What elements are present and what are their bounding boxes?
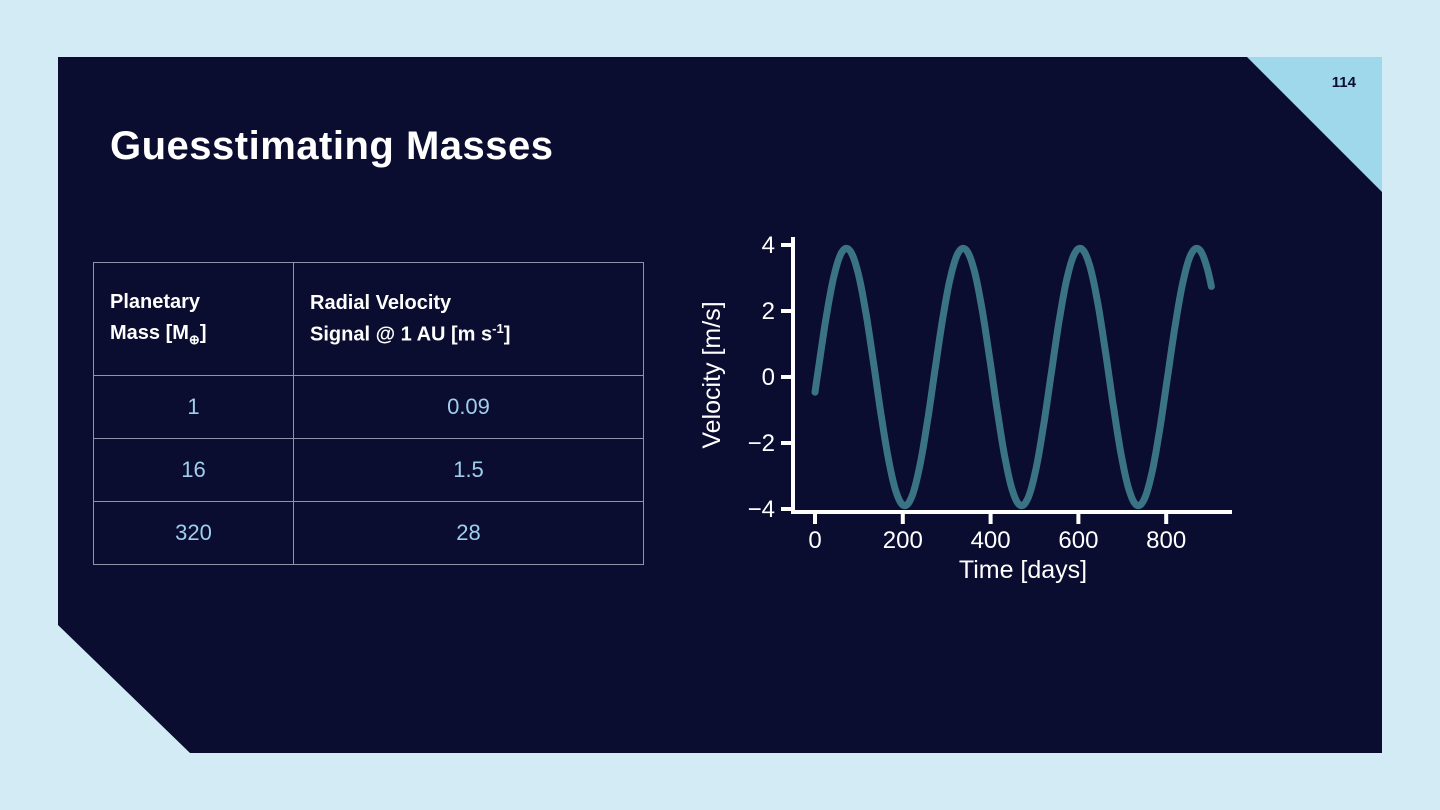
y-tick-label: −2 [748, 430, 775, 457]
y-tick-label: 4 [762, 232, 775, 259]
y-axis-title: Velocity [m/s] [698, 301, 726, 448]
earth-symbol: ⊕ [188, 332, 200, 348]
mass-value: 16 [93, 438, 294, 502]
page-number: 114 [1331, 74, 1356, 91]
exponent-minus-one: -1 [492, 320, 504, 336]
table-header-row: Planetary Mass [M⊕] Radial Velocity Sign… [93, 262, 644, 376]
slide-title: Guesstimating Masses [110, 123, 554, 168]
slide-wrapper: Guesstimating Masses Planetary Mass [M⊕]… [58, 57, 1382, 753]
x-tick-label: 800 [1146, 527, 1186, 554]
masses-table: Planetary Mass [M⊕] Radial Velocity Sign… [93, 262, 644, 565]
table-row: 320 28 [93, 501, 644, 565]
x-axis-title: Time [days] [959, 556, 1087, 584]
mass-value: 1 [93, 375, 294, 439]
signal-value: 0.09 [293, 375, 644, 439]
rv-chart-svg: 0 200 400 600 800 4 2 0 −2 −4 Time [days] Velocity … [698, 232, 1232, 584]
rv-curve [811, 244, 1215, 510]
y-tick-label: 0 [762, 364, 775, 391]
table-header-planetary-mass: Planetary Mass [M⊕] [93, 262, 294, 376]
x-tick-label: 600 [1058, 527, 1098, 554]
slide: Guesstimating Masses Planetary Mass [M⊕]… [58, 57, 1382, 753]
signal-value: 28 [293, 501, 644, 565]
y-tick-label: 2 [762, 298, 775, 325]
table-row: 1 0.09 [93, 375, 644, 439]
header-mass-line2: Mass [M [110, 322, 189, 345]
y-tick-label: −4 [748, 496, 775, 523]
signal-value: 1.5 [293, 438, 644, 502]
header-mass-line1: Planetary [110, 291, 201, 314]
header-signal-line2-close: ] [503, 323, 511, 346]
mass-value: 320 [93, 501, 294, 565]
header-mass-line2-close: ] [199, 322, 207, 345]
x-tick-label: 200 [883, 527, 923, 554]
header-signal-line1: Radial Velocity [310, 291, 452, 314]
table-header-rv-signal: Radial Velocity Signal @ 1 AU [m s-1] [293, 262, 644, 376]
header-signal-line2: Signal @ 1 AU [m s [310, 323, 493, 346]
x-tick-label: 400 [971, 527, 1011, 554]
x-tick-label: 0 [808, 527, 821, 554]
table-row: 16 1.5 [93, 438, 644, 502]
